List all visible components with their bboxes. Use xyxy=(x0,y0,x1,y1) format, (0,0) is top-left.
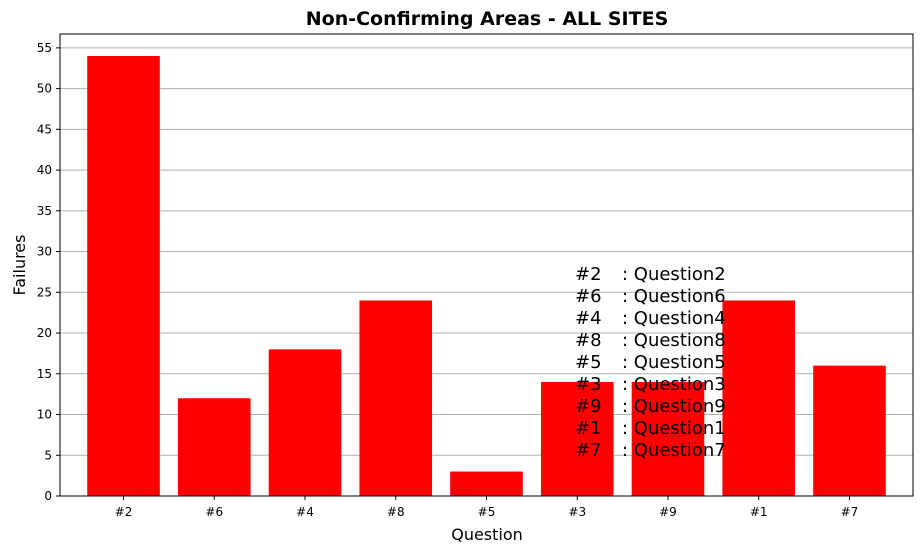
chart-title: Non-Confirming Areas - ALL SITES xyxy=(306,8,669,30)
legend-label: : Question5 xyxy=(622,352,726,373)
bar xyxy=(631,381,705,496)
y-tick-label: 25 xyxy=(37,285,52,299)
bar xyxy=(813,365,886,496)
legend-label: : Question8 xyxy=(622,330,726,351)
bar xyxy=(177,398,251,496)
legend-code: #2 xyxy=(575,264,602,285)
x-tick-label: #9 xyxy=(659,505,677,519)
y-tick-label: 30 xyxy=(37,245,52,259)
legend-code: #7 xyxy=(575,440,602,461)
x-tick-label: #8 xyxy=(387,505,405,519)
legend-code: #5 xyxy=(575,352,602,373)
bar xyxy=(359,300,433,496)
legend-code: #8 xyxy=(575,330,602,351)
bar xyxy=(87,56,160,496)
y-tick-label: 0 xyxy=(44,489,52,503)
bar xyxy=(722,300,796,496)
legend-label: : Question2 xyxy=(622,264,726,285)
bar xyxy=(268,349,342,496)
question-legend: #2 : Question2 #6 : Question6 #4 : Question4 #… xyxy=(575,264,726,461)
legend-label: : Question1 xyxy=(622,418,726,439)
legend-label: : Question3 xyxy=(622,374,726,395)
legend-code: #4 xyxy=(575,308,602,329)
bar xyxy=(450,471,523,496)
x-tick-label: #5 xyxy=(478,505,496,519)
y-tick-label: 5 xyxy=(44,448,52,462)
x-axis: #2 #6 #4 #8 #5 #3 #9 #1 #7 xyxy=(115,496,859,519)
legend-label: : Question7 xyxy=(622,440,726,461)
y-tick-label: 50 xyxy=(37,82,52,96)
x-tick-label: #3 xyxy=(568,505,586,519)
y-tick-label: 55 xyxy=(37,41,52,55)
y-tick-label: 45 xyxy=(37,122,52,136)
x-tick-label: #7 xyxy=(841,505,859,519)
y-axis: 0 5 10 15 20 25 30 35 40 45 50 55 xyxy=(37,41,60,503)
y-tick-label: 35 xyxy=(37,204,52,218)
legend-code: #6 xyxy=(575,286,602,307)
y-tick-label: 40 xyxy=(37,163,52,177)
y-axis-label: Failures xyxy=(10,235,29,296)
bar xyxy=(540,381,614,496)
x-tick-label: #6 xyxy=(205,505,223,519)
bars xyxy=(87,56,886,496)
legend-label: : Question4 xyxy=(622,308,726,329)
y-tick-label: 10 xyxy=(37,408,52,422)
legend-label: : Question9 xyxy=(622,396,726,417)
legend-label: : Question6 xyxy=(622,286,726,307)
y-tick-label: 15 xyxy=(37,367,52,381)
x-tick-label: #2 xyxy=(115,505,133,519)
legend-code: #3 xyxy=(575,374,602,395)
x-axis-label: Question xyxy=(451,525,523,544)
legend-code: #1 xyxy=(575,418,602,439)
x-tick-label: #1 xyxy=(750,505,768,519)
legend-code: #9 xyxy=(575,396,602,417)
y-tick-label: 20 xyxy=(37,326,52,340)
x-tick-label: #4 xyxy=(296,505,314,519)
